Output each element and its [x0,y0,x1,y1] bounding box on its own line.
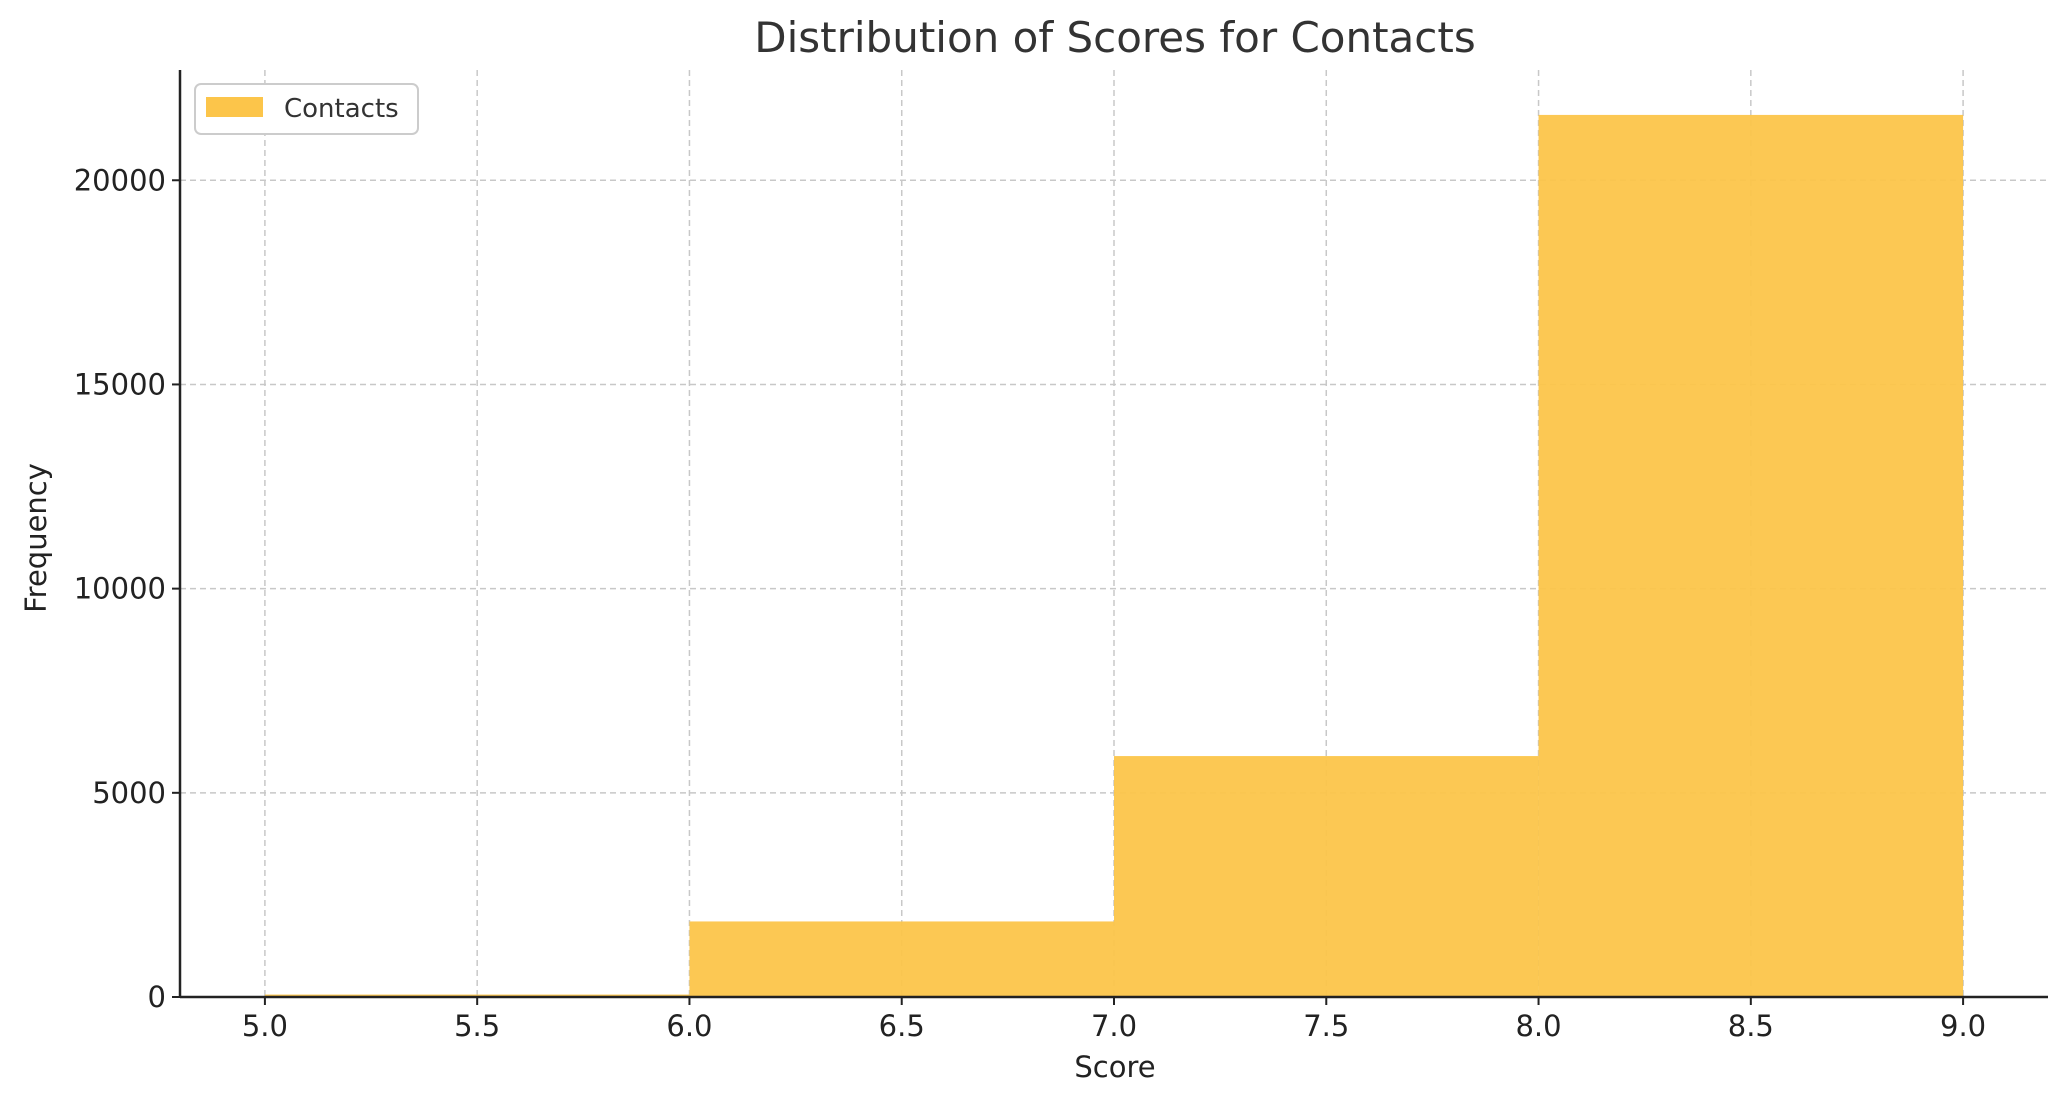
y-axis-label: Frequency [19,463,53,613]
y-tick-label: 5000 [92,776,166,810]
x-tick-label: 5.0 [242,1009,288,1043]
y-tick-label: 20000 [74,163,166,197]
y-tick-label: 0 [148,980,166,1014]
x-tick-label: 7.5 [1303,1009,1349,1043]
y-tick-label: 10000 [74,572,166,606]
y-tick-label: 15000 [74,367,166,401]
x-tick-label: 9.0 [1940,1009,1986,1043]
histogram-bar [1538,114,1964,997]
x-ticks: 5.0 5.5 6.0 6.5 7.0 7.5 8.0 8.5 9.0 [242,997,1986,1043]
x-tick-label: 5.5 [454,1009,500,1043]
histogram-bar [1114,756,1539,997]
legend-label: Contacts [284,94,399,124]
x-tick-label: 6.5 [879,1009,925,1043]
x-tick-label: 7.0 [1091,1009,1137,1043]
x-tick-label: 6.0 [666,1009,712,1043]
x-tick-label: 8.5 [1728,1009,1774,1043]
legend-swatch [206,97,263,117]
x-tick-label: 8.0 [1515,1009,1561,1043]
x-axis-label: Score [1074,1050,1155,1084]
chart-title: Distribution of Scores for Contacts [754,13,1475,62]
histogram-bar [689,921,1114,997]
legend: Contacts [194,83,419,135]
legend-frame [194,83,419,135]
y-ticks: 0 5000 10000 15000 20000 [74,163,180,1014]
